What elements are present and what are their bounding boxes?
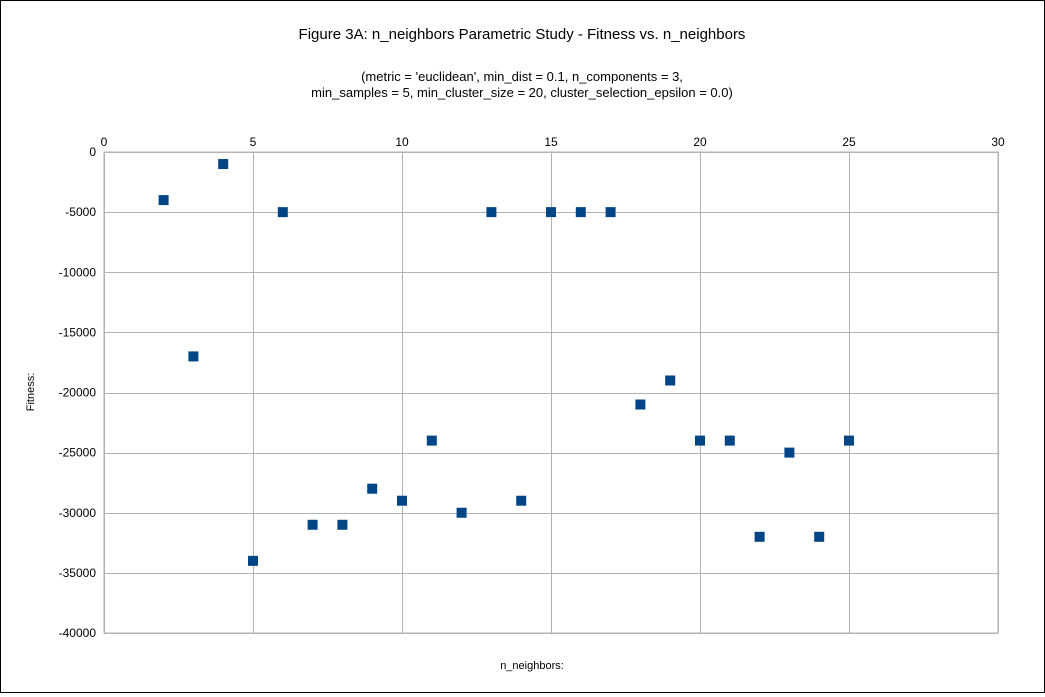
data-point <box>844 435 854 446</box>
data-point <box>814 531 825 542</box>
x-tick-label: 15 <box>544 135 558 149</box>
data-point <box>277 207 288 218</box>
data-point <box>188 351 199 362</box>
data-point <box>456 507 467 518</box>
data-point <box>158 195 169 206</box>
y-tick-label: -25000 <box>59 446 97 460</box>
data-point <box>486 207 497 218</box>
x-tick-label: 5 <box>250 135 257 149</box>
x-tick-label: 10 <box>395 135 409 149</box>
data-point <box>397 495 407 506</box>
y-tick-label: -15000 <box>59 325 97 339</box>
y-tick-label: -20000 <box>59 386 97 400</box>
data-point <box>754 531 765 542</box>
data-point <box>635 399 646 410</box>
tick-labels: 0 5 10 15 20 25 30 0 -5000 -10000 -15000 -20000 -250… <box>59 135 1005 640</box>
y-axis-label: Fitness: <box>25 373 37 412</box>
plot-area <box>103 151 999 634</box>
x-tick-label: 30 <box>991 135 1005 149</box>
y-tick-label: -35000 <box>59 566 97 580</box>
data-point <box>784 447 795 458</box>
y-tick-label: -30000 <box>59 506 97 520</box>
grid-lines <box>104 152 999 634</box>
data-point <box>695 435 705 446</box>
x-tick-label: 25 <box>842 135 856 149</box>
y-tick-label: -40000 <box>59 626 97 640</box>
data-point <box>218 159 229 170</box>
chart-subtitle-line-1: (metric = 'euclidean', min_dist = 0.1, n… <box>361 69 683 84</box>
chart-subtitle-line-2: min_samples = 5, min_cluster_size = 20, … <box>311 85 733 100</box>
y-tick-label: -10000 <box>59 265 97 279</box>
data-point <box>307 519 318 530</box>
y-tick-label: 0 <box>89 145 96 159</box>
x-axis-label: n_neighbors: <box>500 660 564 672</box>
x-tick-label: 20 <box>693 135 707 149</box>
x-tick-label: 0 <box>101 135 108 149</box>
chart-title: Figure 3A: n_neighbors Parametric Study … <box>299 26 746 43</box>
data-point <box>248 555 258 566</box>
data-point <box>546 207 556 218</box>
data-point <box>426 435 437 446</box>
data-point <box>724 435 735 446</box>
data-point <box>605 207 616 218</box>
data-point <box>337 519 348 530</box>
data-point <box>665 375 676 386</box>
data-points <box>158 159 854 566</box>
y-tick-label: -5000 <box>65 205 96 219</box>
data-point <box>575 207 586 218</box>
data-point <box>367 483 378 494</box>
data-point <box>516 495 527 506</box>
